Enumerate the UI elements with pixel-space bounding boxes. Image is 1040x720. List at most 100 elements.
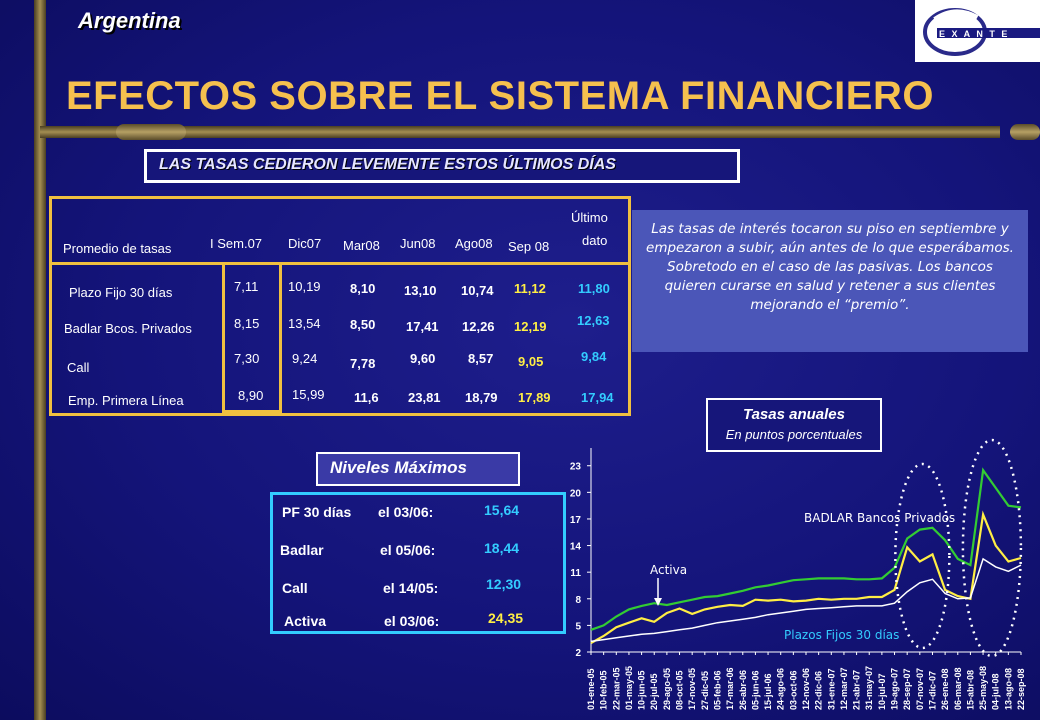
x-tick-label: 29-ago-05 (662, 668, 672, 710)
plazo-fijo-line (590, 557, 1022, 643)
x-tick-label: 22-mar-05 (611, 667, 621, 710)
highlight-oval (961, 438, 1023, 658)
niveles-item-name: Badlar (280, 542, 324, 558)
niveles-item-value: 18,44 (484, 540, 520, 556)
row-label: Call (67, 360, 90, 375)
x-tick-label: 24-ago-06 (776, 668, 786, 710)
y-tick-label: 20 (570, 488, 582, 499)
y-tick-label: 5 (575, 621, 581, 632)
cell: 13,54 (288, 316, 321, 331)
cell: 8,10 (350, 281, 376, 296)
cell: 18,79 (465, 390, 498, 405)
exante-logo: E X A N T E (915, 0, 1040, 62)
y-tick-label: 11 (570, 568, 581, 579)
rates-table-divider (49, 262, 631, 265)
niveles-item-value: 15,64 (484, 502, 520, 518)
tasas-subtitle: En puntos porcentuales (725, 427, 863, 442)
x-tick-label: 22-dic-06 (814, 671, 824, 710)
svg-text:E X A N T E: E X A N T E (939, 29, 1009, 39)
plazo-fijo-annotation: Plazos Fijos 30 días (784, 628, 899, 642)
x-tick-label: 17-nov-05 (687, 668, 697, 710)
gold-vertical-bar (34, 0, 46, 720)
y-tick-label: 8 (575, 595, 581, 606)
col-header-last-line1: Último (571, 210, 608, 225)
y-tick-label: 17 (570, 515, 582, 526)
x-tick-label: 31-ene-07 (826, 668, 836, 710)
col-header: Sep 08 (508, 239, 550, 254)
cell: 17,94 (581, 390, 614, 405)
row-label: Plazo Fijo 30 días (69, 285, 173, 300)
badlar-annotation: BADLAR Bancos Privados (804, 511, 955, 525)
x-tick-label: 31-may-07 (864, 666, 874, 710)
subtitle-text: LAS TASAS CEDIERON LEVEMENTE ESTOS ÚLTIM… (159, 156, 616, 173)
subtitle-banner: LAS TASAS CEDIERON LEVEMENTE ESTOS ÚLTIM… (144, 149, 740, 183)
cell: 7,78 (350, 356, 376, 371)
cell: 8,50 (350, 317, 376, 332)
x-tick-label: 12-mar-07 (839, 667, 849, 710)
badlar-line (590, 510, 1022, 645)
cell: 9,60 (410, 351, 436, 366)
niveles-item-date: el 05/06: (380, 542, 436, 558)
cell: 10,74 (461, 283, 494, 298)
cell: 12,63 (577, 313, 610, 328)
x-tick-label: 15-abr-08 (965, 670, 975, 710)
x-tick-label: 27-dic-05 (700, 671, 710, 710)
cell: 15,99 (292, 387, 325, 402)
cell: 13,10 (404, 283, 437, 298)
col-header: Jun08 (400, 236, 436, 251)
x-tick-label: 08-oct-05 (675, 670, 685, 710)
niveles-item-name: Call (282, 580, 308, 596)
commentary-note: Las tasas de interés tocaron su piso en … (632, 210, 1028, 352)
cell: 8,57 (468, 351, 494, 366)
cell: 9,05 (518, 354, 544, 369)
cell: 11,6 (354, 390, 379, 405)
y-tick-label: 23 (570, 462, 582, 473)
cell: 9,24 (292, 351, 318, 366)
page-title: EFECTOS SOBRE EL SISTEMA FINANCIERO (66, 74, 934, 118)
niveles-item-name: PF 30 días (282, 504, 352, 520)
niveles-box (270, 492, 566, 634)
activa-arrowhead (654, 598, 662, 606)
activa-line (590, 467, 1022, 631)
x-tick-label: 13-ago-08 (1003, 668, 1013, 710)
cell: 11,80 (578, 281, 610, 296)
col-header-last-line2: dato (582, 233, 608, 248)
x-tick-label: 03-oct-06 (788, 670, 798, 710)
x-tick-label: 19-ago-07 (890, 668, 900, 710)
cell: 7,30 (234, 351, 260, 366)
x-tick-label: 20-jul-05 (649, 673, 659, 710)
rates-table-highlight-column (222, 265, 282, 413)
cell: 23,81 (408, 390, 441, 405)
x-tick-label: 17-mar-06 (725, 667, 735, 710)
niveles-title: Niveles Máximos (316, 452, 520, 486)
col-header: Dic07 (288, 236, 322, 251)
x-tick-label: 10-jun-05 (637, 670, 647, 710)
niveles-item-date: el 14/05: (383, 580, 439, 596)
cell: 12,26 (462, 319, 495, 334)
x-tick-label: 01-ene-05 (586, 668, 596, 710)
x-tick-label: 26-ene-08 (940, 668, 950, 710)
x-tick-label: 06-mar-08 (953, 667, 963, 710)
col-header: Ago08 (455, 236, 493, 251)
rates-line-chart: 2 5 8 11 14 17 20 23 01-ene-05 10-feb-05 22-mar-05… (570, 438, 1026, 710)
x-tick-label: 10-jul-07 (877, 673, 887, 710)
x-tick-label: 28-sep-07 (902, 668, 912, 710)
gold-horizontal-bar (40, 126, 1000, 138)
x-tick-label: 17-dic-07 (927, 671, 937, 710)
cell: 11,12 (514, 281, 546, 296)
gold-bar-cap-right (1010, 124, 1040, 140)
x-tick-label: 12-nov-06 (801, 668, 811, 710)
highlight-oval (894, 462, 951, 650)
row-label: Badlar Bcos. Privados (64, 321, 192, 336)
x-tick-label: 10-feb-05 (599, 670, 609, 710)
cell: 10,19 (288, 279, 321, 294)
niveles-item-value: 12,30 (486, 576, 522, 592)
x-tick-label: 01-may-05 (624, 666, 634, 710)
x-tick-label: 25-may-08 (978, 666, 988, 710)
cell: 8,15 (234, 316, 260, 331)
niveles-item-value: 24,35 (488, 610, 524, 626)
niveles-item-date: el 03/06: (384, 613, 440, 629)
country-label: Argentina (78, 8, 181, 33)
cell: 7,11 (234, 279, 259, 294)
